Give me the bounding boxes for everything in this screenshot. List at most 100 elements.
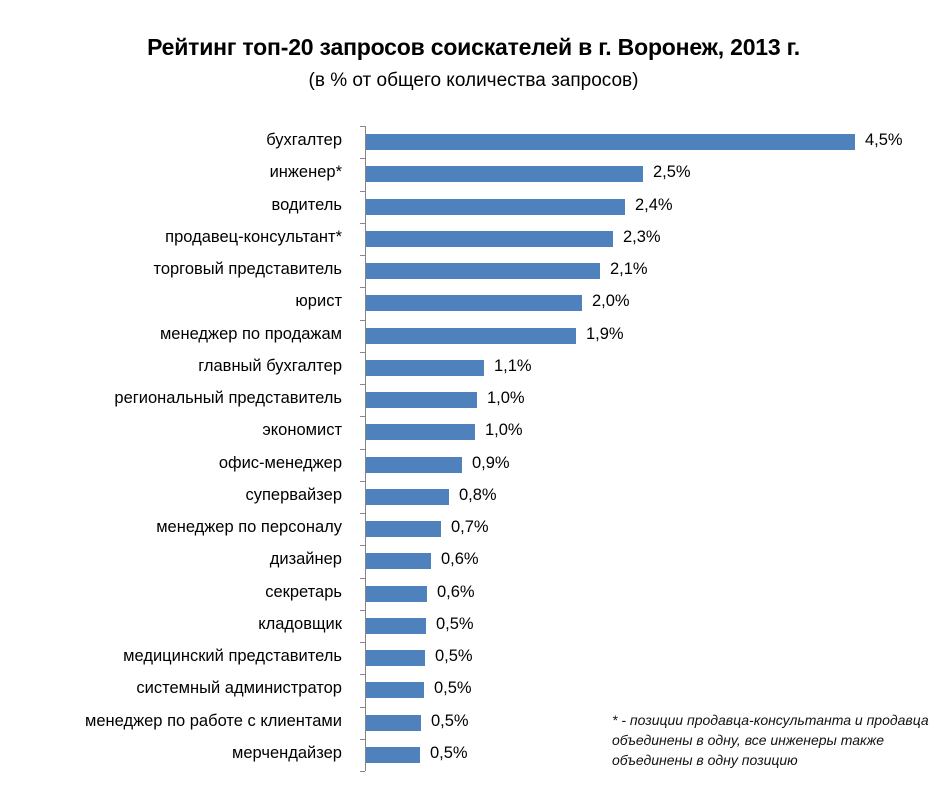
category-label: мерчендайзер: [232, 743, 342, 762]
bar-row: мерчендайзер 0,5%: [0, 739, 947, 771]
axis-tick: [360, 416, 365, 417]
bar-row: медицинский представитель 0,5%: [0, 642, 947, 674]
bar-row: кладовщик 0,5%: [0, 610, 947, 642]
value-label: 0,5%: [430, 743, 468, 762]
axis-tick: [360, 771, 365, 772]
axis-tick: [360, 610, 365, 611]
bar-row: менеджер по персоналу 0,7%: [0, 513, 947, 545]
value-label: 0,8%: [459, 485, 497, 504]
axis-tick: [360, 255, 365, 256]
value-label: 0,9%: [472, 453, 510, 472]
bar-row: бухгалтер 4,5%: [0, 126, 947, 158]
bar-row: инженер* 2,5%: [0, 158, 947, 190]
value-label: 1,1%: [494, 356, 532, 375]
value-label: 0,7%: [451, 518, 489, 536]
value-label: 0,5%: [435, 647, 473, 665]
bar: [366, 198, 625, 215]
bar: [366, 263, 600, 279]
bar: [366, 650, 425, 666]
bar: [366, 585, 427, 602]
value-label: 2,0%: [592, 292, 630, 311]
category-label: офис-менеджер: [218, 453, 342, 472]
bar: [366, 230, 613, 247]
category-label: инженер*: [269, 163, 342, 182]
bar: [366, 359, 484, 376]
value-label: 1,0%: [487, 389, 525, 407]
value-label: 2,4%: [635, 195, 673, 214]
value-label: 0,5%: [431, 711, 469, 730]
category-label: региональный представитель: [114, 389, 342, 407]
category-label: секретарь: [265, 582, 342, 601]
category-label: медицинский представитель: [123, 647, 342, 665]
bar: [366, 521, 441, 537]
category-label: дизайнер: [269, 550, 342, 569]
axis-tick: [360, 384, 365, 385]
axis-tick: [360, 191, 365, 192]
axis-tick: [360, 352, 365, 353]
bar-row: секретарь 0,6%: [0, 578, 947, 610]
value-label: 2,5%: [653, 163, 691, 182]
bar-row: экономист 1,0%: [0, 416, 947, 448]
value-label: 0,5%: [436, 614, 474, 633]
chart-subtitle: (в % от общего количества запросов): [308, 70, 639, 91]
bar: [366, 617, 426, 634]
bar-row: дизайнер 0,6%: [0, 545, 947, 577]
bar-row: менеджер по продажам 1,9%: [0, 320, 947, 352]
value-label: 1,9%: [586, 324, 624, 343]
axis-tick: [360, 545, 365, 546]
axis-tick: [360, 223, 365, 224]
value-label: 4,5%: [865, 131, 903, 149]
category-label: системный администратор: [136, 679, 342, 698]
axis-tick: [360, 126, 365, 127]
bar: [366, 134, 855, 150]
bar: [366, 746, 420, 763]
axis-tick: [360, 287, 365, 288]
value-label: 0,6%: [441, 550, 479, 569]
category-label: водитель: [271, 195, 342, 214]
axis-tick: [360, 513, 365, 514]
bar: [366, 166, 643, 183]
bar-row: продавец-консультант* 2,3%: [0, 223, 947, 255]
category-label: менеджер по персоналу: [156, 518, 342, 536]
bar-row: водитель 2,4%: [0, 191, 947, 223]
bar: [366, 327, 576, 344]
category-label: супервайзер: [245, 485, 343, 504]
value-label: 0,5%: [434, 679, 472, 698]
category-label: экономист: [262, 421, 342, 440]
category-label: торговый представитель: [153, 260, 342, 278]
category-label: главный бухгалтер: [198, 356, 342, 375]
category-label: бухгалтер: [266, 131, 342, 149]
category-label: продавец-консультант*: [165, 227, 342, 246]
category-axis: [365, 126, 366, 771]
axis-tick: [360, 320, 365, 321]
bar: [366, 424, 475, 441]
axis-tick: [360, 739, 365, 740]
chart-title: Рейтинг топ-20 запросов соискателей в г.…: [147, 34, 800, 60]
axis-tick: [360, 707, 365, 708]
axis-tick: [360, 158, 365, 159]
bar-chart-plot-area: бухгалтер 4,5% инженер* 2,5% водитель 2,4% про…: [0, 126, 947, 772]
bar-row: региональный представитель 1,0%: [0, 384, 947, 416]
value-label: 0,6%: [437, 582, 475, 601]
bar-row: главный бухгалтер 1,1%: [0, 352, 947, 384]
bar: [366, 714, 421, 731]
category-label: менеджер по работе с клиентами: [85, 711, 342, 730]
bar-row: офис-менеджер 0,9%: [0, 449, 947, 481]
bar: [366, 488, 449, 505]
bar: [366, 295, 582, 312]
bar: [366, 392, 477, 408]
bar: [366, 456, 462, 473]
axis-tick: [360, 449, 365, 450]
bar-row: системный администратор 0,5%: [0, 674, 947, 706]
category-label: менеджер по продажам: [159, 324, 342, 343]
axis-tick: [360, 642, 365, 643]
axis-tick: [360, 578, 365, 579]
bar-row: менеджер по работе с клиентами 0,5%: [0, 707, 947, 739]
value-label: 1,0%: [485, 421, 523, 440]
value-label: 2,3%: [623, 227, 661, 246]
axis-tick: [360, 481, 365, 482]
category-label: юрист: [295, 292, 342, 311]
bar: [366, 553, 431, 570]
bar: [366, 682, 424, 699]
value-label: 2,1%: [610, 260, 648, 278]
